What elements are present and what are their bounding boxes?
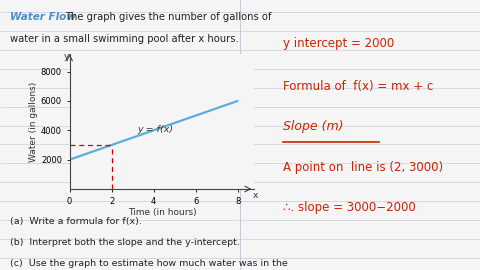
Text: y: y	[64, 52, 69, 62]
Text: water in a small swimming pool after x hours.: water in a small swimming pool after x h…	[10, 34, 239, 44]
Text: y intercept = 2000: y intercept = 2000	[283, 37, 395, 50]
Text: (c)  Use the graph to estimate how much water was in the: (c) Use the graph to estimate how much w…	[10, 259, 288, 268]
Text: Formula of  f(x) = mx + c: Formula of f(x) = mx + c	[283, 80, 433, 93]
Text: (b)  Interpret both the slope and the y-intercept.: (b) Interpret both the slope and the y-i…	[10, 238, 240, 247]
Text: x: x	[253, 191, 258, 200]
Text: Slope (m): Slope (m)	[283, 120, 344, 133]
X-axis label: Time (in hours): Time (in hours)	[128, 208, 196, 217]
Text: ∴. slope = 3000−2000: ∴. slope = 3000−2000	[283, 201, 416, 214]
Y-axis label: Water (in gallons): Water (in gallons)	[29, 81, 38, 162]
Text: Water Flow: Water Flow	[10, 12, 75, 22]
Text: The graph gives the number of gallons of: The graph gives the number of gallons of	[65, 12, 271, 22]
Text: y = f(x): y = f(x)	[137, 125, 173, 134]
Text: A point on  line is (2, 3000): A point on line is (2, 3000)	[283, 161, 444, 174]
Text: (a)  Write a formula for f(x).: (a) Write a formula for f(x).	[10, 217, 142, 226]
